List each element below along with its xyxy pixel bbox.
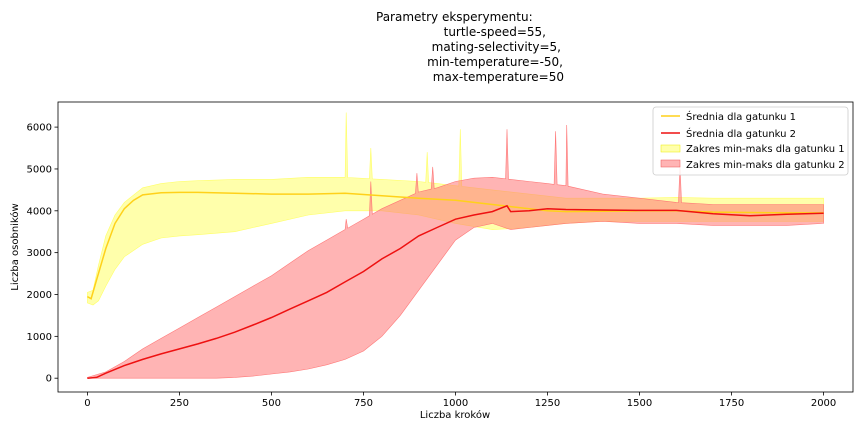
y-tick-label: 3000 <box>27 248 52 259</box>
legend-band-swatch <box>660 159 681 168</box>
y-tick-label: 0 <box>46 374 52 385</box>
y-tick-label: 5000 <box>27 164 52 175</box>
x-tick-label: 500 <box>262 398 281 409</box>
legend-label: Zakres min-maks dla gatunku 2 <box>686 160 845 171</box>
legend-label: Średnia dla gatunku 1 <box>686 110 796 123</box>
band-area <box>87 124 824 379</box>
x-tick-label: 1500 <box>627 398 652 409</box>
x-tick-label: 1000 <box>443 398 468 409</box>
legend-label: Średnia dla gatunku 2 <box>686 127 796 140</box>
y-tick-label: 2000 <box>27 290 52 301</box>
x-tick-label: 1250 <box>535 398 560 409</box>
x-tick-label: 2000 <box>811 398 836 409</box>
legend-label: Zakres min-maks dla gatunku 1 <box>686 144 845 155</box>
title-line: min-temperature=-50, <box>427 55 563 69</box>
y-axis: 0 1000 2000 3000 4000 5000 6000 <box>27 123 58 385</box>
x-axis-label: Liczba kroków <box>420 409 490 421</box>
band-layer <box>87 112 824 379</box>
title-line: Parametry eksperymentu: <box>376 10 533 24</box>
y-tick-label: 4000 <box>27 206 52 217</box>
y-tick-label: 6000 <box>27 123 52 134</box>
title-line: max-temperature=50 <box>433 70 564 84</box>
x-tick-label: 250 <box>170 398 189 409</box>
x-tick-label: 750 <box>354 398 373 409</box>
x-tick-label: 1750 <box>719 398 744 409</box>
y-tick-label: 1000 <box>27 332 52 343</box>
line-layer <box>87 191 824 379</box>
series-line <box>87 204 824 379</box>
legend-band-swatch <box>660 144 681 153</box>
chart-title: Parametry eksperymentu: turtle-speed=55,… <box>376 10 564 84</box>
y-axis-label: Liczba osobników <box>9 203 21 290</box>
legend: Średnia dla gatunku 1 Średnia dla gatunk… <box>652 106 849 176</box>
legend-frame <box>652 106 849 176</box>
x-axis: 0 250 500 750 1000 1250 1500 1750 2000 <box>84 392 836 409</box>
title-line: turtle-speed=55, <box>444 25 546 39</box>
title-line: mating-selectivity=5, <box>432 40 561 54</box>
x-tick-label: 0 <box>84 398 90 409</box>
